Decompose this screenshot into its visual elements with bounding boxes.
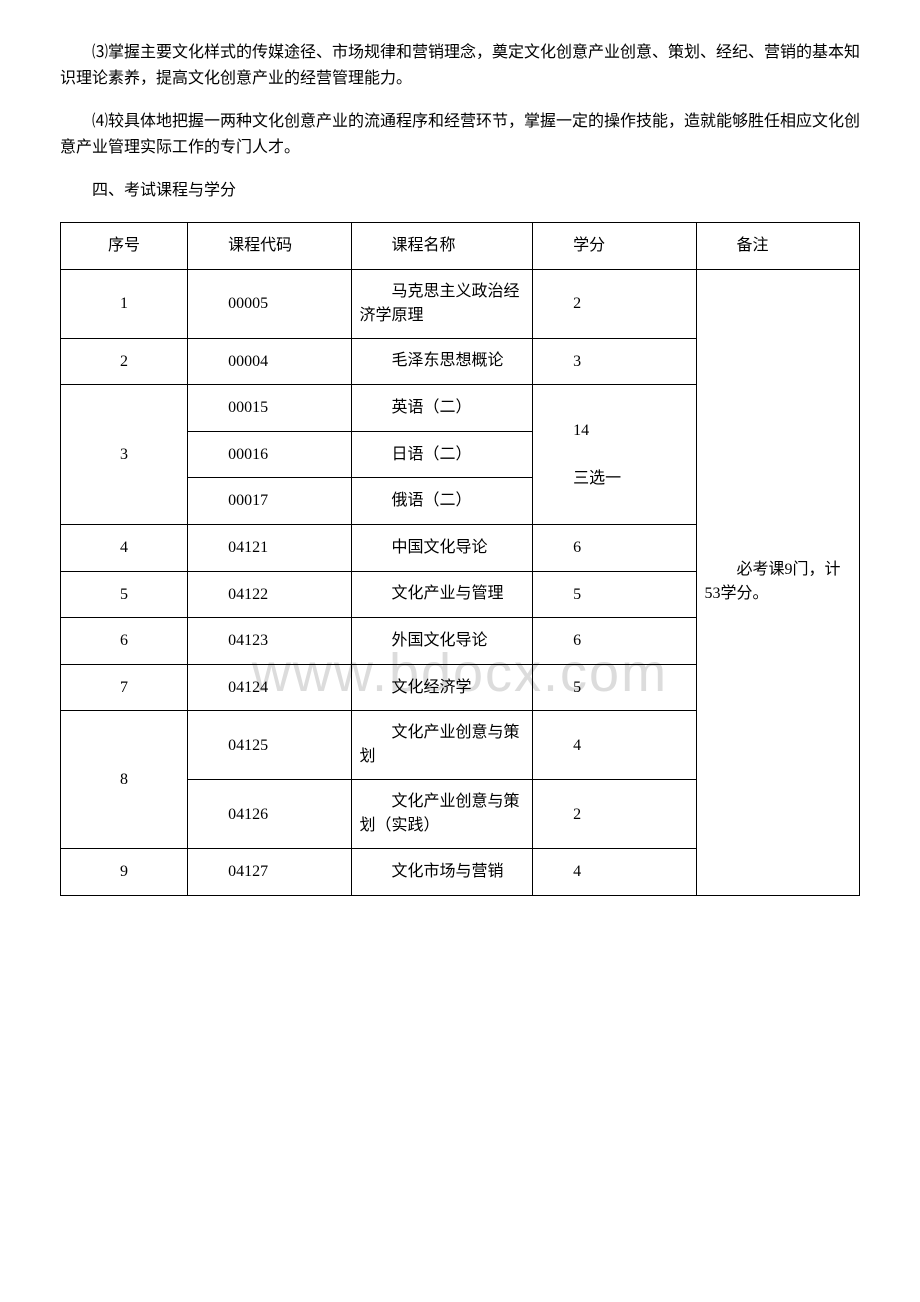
cell-credit: 6 xyxy=(533,524,696,571)
cell-credit: 2 xyxy=(533,780,696,849)
table-row: 1 00005 马克思主义政治经济学原理 2 必考课9门，计53学分。 xyxy=(61,269,860,338)
cell-name: 日语（二） xyxy=(351,431,533,478)
header-name: 课程名称 xyxy=(351,222,533,269)
table-header-row: 序号 课程代码 课程名称 学分 备注 xyxy=(61,222,860,269)
cell-name: 英语（二） xyxy=(351,385,533,432)
cell-code: 00015 xyxy=(188,385,351,432)
cell-code: 04121 xyxy=(188,524,351,571)
cell-credit: 5 xyxy=(533,664,696,711)
cell-seq: 4 xyxy=(61,524,188,571)
cell-code: 04126 xyxy=(188,780,351,849)
cell-seq: 2 xyxy=(61,338,188,385)
cell-credit: 4 xyxy=(533,711,696,780)
cell-name: 中国文化导论 xyxy=(351,524,533,571)
cell-seq: 9 xyxy=(61,849,188,896)
cell-code: 04123 xyxy=(188,618,351,665)
cell-seq: 6 xyxy=(61,618,188,665)
cell-code: 00004 xyxy=(188,338,351,385)
cell-code: 00005 xyxy=(188,269,351,338)
cell-seq: 8 xyxy=(61,711,188,849)
cell-name: 文化经济学 xyxy=(351,664,533,711)
courses-table: 序号 课程代码 课程名称 学分 备注 1 00005 马克思主义政治经济学原理 … xyxy=(60,222,860,896)
cell-seq: 1 xyxy=(61,269,188,338)
paragraph-3: ⑶掌握主要文化样式的传媒途径、市场规律和营销理念，奠定文化创意产业创意、策划、经… xyxy=(60,40,860,91)
paragraph-4: ⑷较具体地把握一两种文化创意产业的流通程序和经营环节，掌握一定的操作技能，造就能… xyxy=(60,109,860,160)
cell-note: 必考课9门，计53学分。 xyxy=(696,269,859,895)
header-seq: 序号 xyxy=(61,222,188,269)
cell-code: 04127 xyxy=(188,849,351,896)
cell-name: 文化产业创意与策划（实践） xyxy=(351,780,533,849)
cell-code: 00017 xyxy=(188,478,351,525)
header-code: 课程代码 xyxy=(188,222,351,269)
cell-credit: 14 三选一 xyxy=(533,385,696,525)
cell-name: 文化市场与营销 xyxy=(351,849,533,896)
cell-credit: 2 xyxy=(533,269,696,338)
cell-seq: 3 xyxy=(61,385,188,525)
cell-code: 04124 xyxy=(188,664,351,711)
cell-credit: 6 xyxy=(533,618,696,665)
cell-credit: 5 xyxy=(533,571,696,618)
cell-name: 马克思主义政治经济学原理 xyxy=(351,269,533,338)
cell-name: 文化产业与管理 xyxy=(351,571,533,618)
header-credit: 学分 xyxy=(533,222,696,269)
cell-code: 04125 xyxy=(188,711,351,780)
cell-seq: 5 xyxy=(61,571,188,618)
cell-name: 文化产业创意与策划 xyxy=(351,711,533,780)
cell-name: 外国文化导论 xyxy=(351,618,533,665)
cell-code: 04122 xyxy=(188,571,351,618)
cell-name: 毛泽东思想概论 xyxy=(351,338,533,385)
cell-seq: 7 xyxy=(61,664,188,711)
cell-code: 00016 xyxy=(188,431,351,478)
header-note: 备注 xyxy=(696,222,859,269)
cell-name: 俄语（二） xyxy=(351,478,533,525)
cell-credit: 3 xyxy=(533,338,696,385)
cell-credit: 4 xyxy=(533,849,696,896)
section-heading: 四、考试课程与学分 xyxy=(60,178,860,204)
